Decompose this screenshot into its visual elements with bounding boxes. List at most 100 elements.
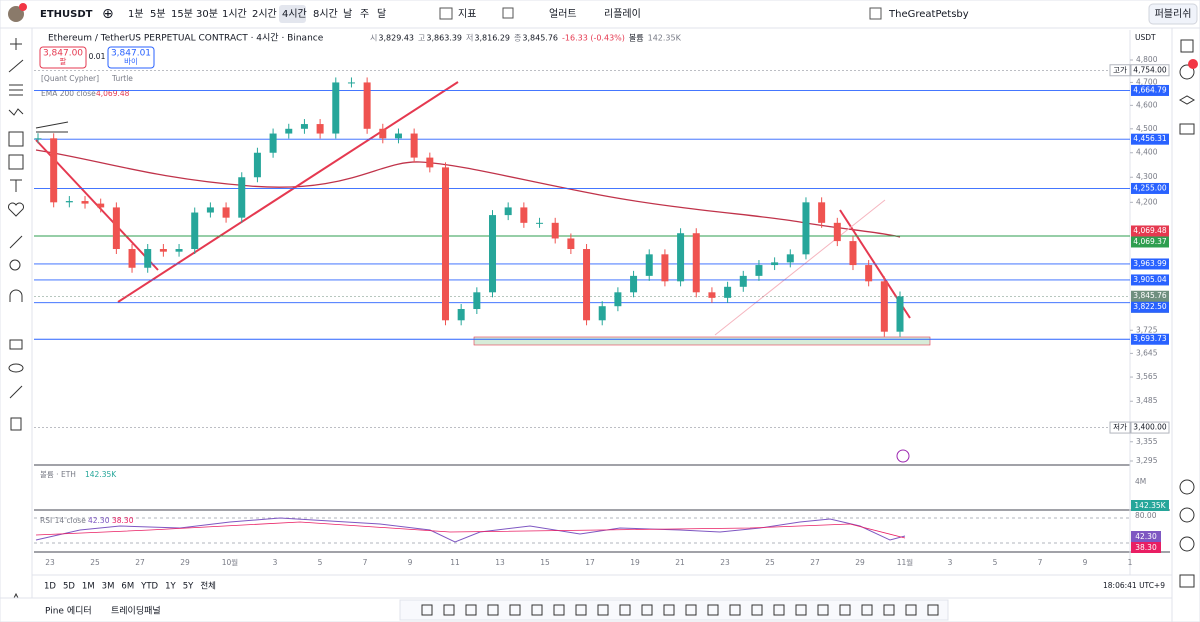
avatar[interactable] <box>8 6 24 22</box>
drawing-tool[interactable] <box>751 604 763 616</box>
interval-button[interactable]: 30분 <box>196 8 218 20</box>
range-button[interactable]: 5D <box>63 582 75 592</box>
pattern-tool[interactable] <box>8 108 24 116</box>
interval-button[interactable]: 날 <box>343 8 352 20</box>
event-icon[interactable] <box>896 449 910 463</box>
interval-button[interactable]: 달 <box>377 8 386 20</box>
indicators-button[interactable]: 지표 <box>458 8 476 20</box>
x-tick-label: 3 <box>273 558 278 567</box>
candle <box>504 207 512 216</box>
drawing-tool[interactable] <box>795 604 807 616</box>
layers-icon[interactable] <box>1178 95 1196 105</box>
candle <box>755 265 763 276</box>
drawing-tool[interactable] <box>443 604 455 616</box>
drawing-tool[interactable] <box>861 604 873 616</box>
alerts-icon[interactable] <box>1179 64 1195 80</box>
drawing-tool[interactable] <box>421 604 433 616</box>
text-tool[interactable] <box>10 179 22 192</box>
replay-button[interactable]: 리플레이 <box>604 8 641 20</box>
link-tool[interactable] <box>9 385 23 399</box>
checkbox[interactable] <box>869 7 882 20</box>
calendar-icon[interactable] <box>1179 536 1195 552</box>
interval-button[interactable]: 1분 <box>128 8 144 20</box>
price-label-box <box>1131 84 1169 96</box>
watchlist-icon[interactable] <box>1180 39 1194 53</box>
drawing-tool[interactable] <box>707 604 719 616</box>
candle <box>708 292 716 298</box>
notifications-icon[interactable] <box>1179 574 1195 588</box>
candle <box>112 207 120 250</box>
candle <box>206 207 214 213</box>
add-symbol[interactable]: ⊕ <box>102 6 114 22</box>
shape-tool[interactable] <box>8 154 24 170</box>
range-button[interactable]: 1M <box>82 582 95 592</box>
range-button[interactable]: YTD <box>140 582 158 592</box>
drawing-tool[interactable] <box>729 604 741 616</box>
trash-tool[interactable] <box>10 417 22 431</box>
lock-tool[interactable] <box>9 339 23 350</box>
range-button[interactable]: 5Y <box>183 582 194 592</box>
sell-button[interactable] <box>39 46 87 69</box>
x-tick-label: 29 <box>855 558 865 567</box>
crosshair-tool[interactable] <box>10 38 22 50</box>
user-name[interactable]: TheGreatPetsby <box>888 9 969 20</box>
publish-button[interactable] <box>1148 3 1198 25</box>
range-button[interactable]: 1Y <box>165 582 176 592</box>
drawing-tool[interactable] <box>817 604 829 616</box>
x-tick-label: 7 <box>1038 558 1043 567</box>
interval-button[interactable]: 1시간 <box>222 8 247 20</box>
sell-price: 3,847.00 <box>43 49 83 59</box>
drawing-tool[interactable] <box>575 604 587 616</box>
alerts-button[interactable]: 얼러트 <box>549 8 577 20</box>
interval-button[interactable]: 8시간 <box>313 8 338 20</box>
sell-label: 팔 <box>60 56 67 66</box>
measure-tool[interactable] <box>8 131 24 147</box>
interval-button[interactable]: 15분 <box>171 8 193 20</box>
footer-tab[interactable]: 트레이딩패널 <box>111 606 161 617</box>
drawing-tool[interactable] <box>641 604 653 616</box>
magnet-tool[interactable] <box>9 289 23 302</box>
drawing-tool[interactable] <box>531 604 543 616</box>
drawing-tool[interactable] <box>597 604 609 616</box>
trendline-tool[interactable] <box>8 59 24 73</box>
y-tick-label: 4,200 <box>1136 197 1158 206</box>
drawing-tool[interactable] <box>685 604 697 616</box>
interval-button[interactable]: 2시간 <box>252 8 277 20</box>
drawing-tool[interactable] <box>619 604 631 616</box>
buy-button[interactable] <box>107 46 155 69</box>
drawing-tool[interactable] <box>905 604 917 616</box>
drawing-tool[interactable] <box>839 604 851 616</box>
rsi-line <box>35 517 906 543</box>
drawing-tool[interactable] <box>927 604 939 616</box>
streams-icon[interactable] <box>1179 507 1195 523</box>
drawing-tool[interactable] <box>465 604 477 616</box>
candle <box>394 133 402 139</box>
drawing-tool[interactable] <box>553 604 565 616</box>
drawing-tool[interactable] <box>773 604 785 616</box>
layout-icon[interactable] <box>502 7 514 19</box>
drawing-tool[interactable] <box>663 604 675 616</box>
range-button[interactable]: 3M <box>102 582 115 592</box>
interval-button[interactable]: 4시간 <box>282 8 307 20</box>
price-tag: 고가 <box>1113 65 1127 74</box>
range-button[interactable]: 6M <box>121 582 134 592</box>
ruler-tool[interactable] <box>9 235 23 249</box>
footer-tab[interactable]: Pine 에디터 <box>45 606 92 617</box>
drawing-tool[interactable] <box>883 604 895 616</box>
drawing-tool[interactable] <box>487 604 499 616</box>
candle <box>50 138 58 203</box>
symbol[interactable]: ETHUSDT <box>40 9 93 20</box>
drawing-tool[interactable] <box>509 604 521 616</box>
ideas-icon[interactable] <box>1179 479 1195 495</box>
eye-tool[interactable] <box>8 363 24 373</box>
chat-icon[interactable] <box>1179 123 1195 135</box>
range-button[interactable]: 1D <box>44 582 56 592</box>
favorite-tool[interactable] <box>8 202 24 217</box>
interval-button[interactable]: 5분 <box>150 8 166 20</box>
candle <box>473 292 481 310</box>
interval-button[interactable]: 주 <box>360 9 369 20</box>
range-button[interactable]: 전체 <box>200 581 216 592</box>
zoom-tool[interactable] <box>9 259 21 271</box>
fib-tool[interactable] <box>9 84 23 96</box>
currency[interactable]: USDT <box>1135 33 1156 42</box>
